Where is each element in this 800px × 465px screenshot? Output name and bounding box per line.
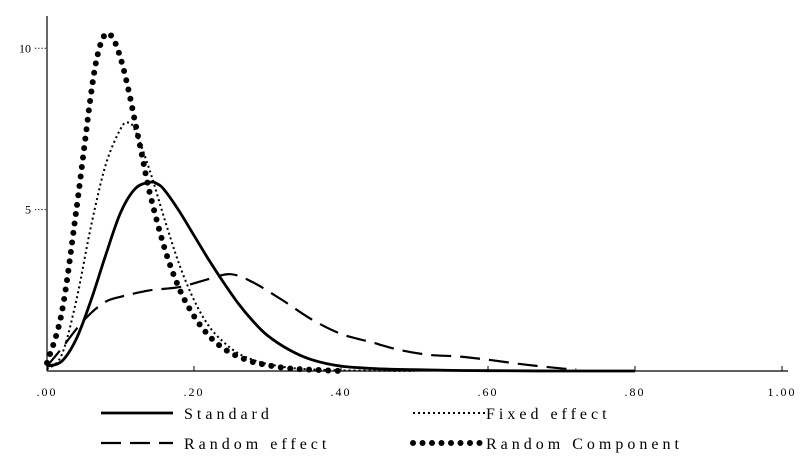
y-tick-label: 5	[25, 203, 31, 217]
tick-labels: .00 .20 .40 .60 .80 1.00 5 10	[19, 41, 797, 399]
x-tick-label: .40	[331, 385, 352, 399]
series-line-standard	[46, 180, 636, 373]
x-tick-label: .20	[184, 385, 205, 399]
legend-label-random-component: Random Component	[486, 436, 683, 453]
x-tick-label: .00	[37, 385, 58, 399]
legend-item-fixed-effect: Fixed effect	[413, 406, 611, 423]
legend-item-random-component: Random Component	[410, 436, 683, 453]
x-tick-label: 1.00	[768, 385, 797, 399]
y-tick-label: 10	[19, 41, 31, 55]
legend-item-random-effect: Random effect	[101, 436, 330, 453]
legend-label-random-effect: Random effect	[184, 436, 330, 453]
series-layer	[44, 30, 636, 374]
series-line-random-component	[44, 30, 344, 374]
series-line-random-effect	[46, 273, 577, 371]
x-tick-label: .80	[625, 385, 646, 399]
legend: Standard Fixed effect Random effect Random …	[101, 406, 683, 453]
x-tick-label: .60	[478, 385, 499, 399]
legend-item-standard: Standard	[101, 406, 273, 423]
legend-label-fixed-effect: Fixed effect	[486, 406, 611, 423]
series-line-fixed-effect	[46, 121, 415, 372]
legend-label-standard: Standard	[184, 406, 273, 423]
